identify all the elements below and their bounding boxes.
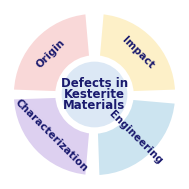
Text: Engineering: Engineering <box>107 109 164 167</box>
Text: Origin: Origin <box>35 37 67 70</box>
Wedge shape <box>96 98 177 177</box>
Circle shape <box>60 60 129 129</box>
Text: Materials: Materials <box>63 99 126 112</box>
Text: Impact: Impact <box>120 35 156 71</box>
Text: Characterization: Characterization <box>13 98 89 174</box>
Wedge shape <box>98 12 177 93</box>
Wedge shape <box>12 12 91 93</box>
Wedge shape <box>12 96 91 177</box>
Text: Defects in: Defects in <box>61 77 128 90</box>
Text: Kesterite: Kesterite <box>64 88 125 101</box>
